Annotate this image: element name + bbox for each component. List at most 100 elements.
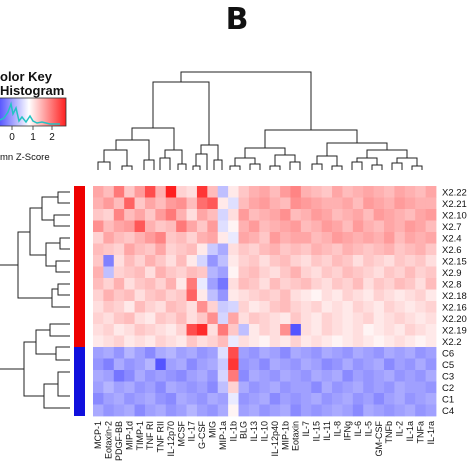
color-key-title-line2: Histogram bbox=[0, 83, 65, 98]
heatmap-cell bbox=[124, 278, 135, 290]
heatmap-cell bbox=[248, 243, 260, 256]
heatmap-cell bbox=[113, 186, 125, 198]
heatmap-cell bbox=[248, 335, 260, 348]
heatmap-cell bbox=[228, 232, 239, 244]
heatmap-cell bbox=[311, 324, 323, 336]
heatmap-cell bbox=[321, 370, 333, 382]
heatmap-cell bbox=[342, 278, 354, 290]
heatmap-cell bbox=[300, 243, 312, 256]
heatmap-cell bbox=[165, 220, 177, 233]
heatmap-cell bbox=[394, 324, 406, 336]
heatmap-cell bbox=[259, 289, 271, 302]
heatmap-cell bbox=[384, 220, 395, 233]
heatmap-cell bbox=[165, 393, 177, 405]
column-dendrogram-branch bbox=[331, 165, 343, 170]
heatmap-cell bbox=[259, 347, 271, 359]
heatmap-cell bbox=[238, 255, 250, 267]
heatmap-cell bbox=[155, 324, 167, 336]
heatmap-cell bbox=[103, 381, 115, 394]
heatmap-cell bbox=[394, 243, 406, 256]
heatmap-cell bbox=[404, 232, 416, 244]
heatmap-cell bbox=[332, 335, 343, 348]
heatmap-cell bbox=[186, 209, 198, 221]
heatmap-cell bbox=[300, 381, 312, 394]
heatmap-cell bbox=[144, 324, 156, 336]
heatmap-cell bbox=[290, 324, 302, 336]
row-label: X2.19 bbox=[442, 325, 467, 336]
heatmap-cell bbox=[425, 255, 437, 267]
heatmap-cell bbox=[269, 243, 281, 256]
heatmap-cell bbox=[259, 301, 271, 313]
heatmap-cell bbox=[134, 301, 146, 313]
heatmap-cell bbox=[228, 393, 239, 405]
heatmap-cell bbox=[384, 393, 395, 405]
heatmap-cell bbox=[259, 358, 271, 371]
column-dendrogram-branch bbox=[289, 161, 301, 170]
heatmap-cell bbox=[176, 324, 187, 336]
heatmap-cell bbox=[113, 278, 125, 290]
heatmap-cell bbox=[238, 312, 250, 325]
heatmap-cell bbox=[280, 232, 291, 244]
heatmap-cell bbox=[124, 197, 135, 210]
column-dendrogram-branch bbox=[351, 161, 363, 170]
heatmap-cell bbox=[394, 209, 406, 221]
heatmap-cell bbox=[311, 220, 323, 233]
heatmap-cell bbox=[155, 278, 167, 290]
heatmap-cell bbox=[415, 358, 426, 371]
heatmap-cell bbox=[311, 358, 323, 371]
heatmap-cell bbox=[404, 404, 416, 417]
heatmap-cell bbox=[384, 404, 395, 417]
heatmap-cell bbox=[300, 266, 312, 279]
heatmap-cell bbox=[373, 220, 385, 233]
heatmap-cell bbox=[196, 381, 208, 394]
heatmap-cell bbox=[332, 266, 343, 279]
heatmap-cell bbox=[196, 255, 208, 267]
heatmap-cell bbox=[280, 197, 291, 210]
heatmap-cell bbox=[196, 301, 208, 313]
column-dendrogram-branch bbox=[164, 149, 183, 164]
heatmap-cell bbox=[103, 347, 115, 359]
heatmap-cell bbox=[280, 347, 291, 359]
row-label: X2.18 bbox=[442, 291, 467, 302]
column-label: IL-13 bbox=[249, 421, 259, 442]
heatmap-cell bbox=[373, 404, 385, 417]
heatmap-cell bbox=[217, 197, 229, 210]
heatmap-cell bbox=[373, 197, 385, 210]
heatmap-cell bbox=[228, 197, 239, 210]
heatmap-cell bbox=[352, 324, 364, 336]
heatmap-cell bbox=[103, 358, 115, 371]
heatmap-cell bbox=[384, 324, 395, 336]
heatmap-cell bbox=[248, 197, 260, 210]
heatmap-cell bbox=[342, 220, 354, 233]
heatmap-cell bbox=[415, 186, 426, 198]
heatmap-cell bbox=[113, 335, 125, 348]
heatmap-cell bbox=[186, 324, 198, 336]
heatmap-cell bbox=[332, 220, 343, 233]
heatmap-cell bbox=[124, 370, 135, 382]
heatmap-cell bbox=[113, 197, 125, 210]
heatmap-cell bbox=[280, 186, 291, 198]
heatmap-cell bbox=[332, 404, 343, 417]
heatmap-cell bbox=[384, 289, 395, 302]
heatmap-cell bbox=[134, 335, 146, 348]
heatmap-cell bbox=[103, 232, 115, 244]
heatmap-cell bbox=[103, 393, 115, 405]
heatmap-cell bbox=[93, 289, 104, 302]
heatmap-cell bbox=[259, 255, 271, 267]
column-label: IL-17 bbox=[187, 421, 197, 442]
heatmap-cell bbox=[207, 186, 219, 198]
heatmap-cell bbox=[238, 243, 250, 256]
column-dendrogram-branch bbox=[180, 71, 312, 130]
heatmap-cell bbox=[290, 278, 302, 290]
heatmap-cell bbox=[196, 278, 208, 290]
column-label: TNF RI bbox=[145, 421, 155, 450]
heatmap-cell bbox=[332, 209, 343, 221]
heatmap-cell bbox=[196, 232, 208, 244]
heatmap-cell bbox=[144, 381, 156, 394]
heatmap-cell bbox=[332, 301, 343, 313]
row-label: X2.2 bbox=[442, 337, 462, 348]
heatmap-cell bbox=[134, 312, 146, 325]
heatmap-cell bbox=[321, 186, 333, 198]
heatmap-cell bbox=[363, 335, 375, 348]
column-dendrogram-branch bbox=[371, 164, 383, 170]
